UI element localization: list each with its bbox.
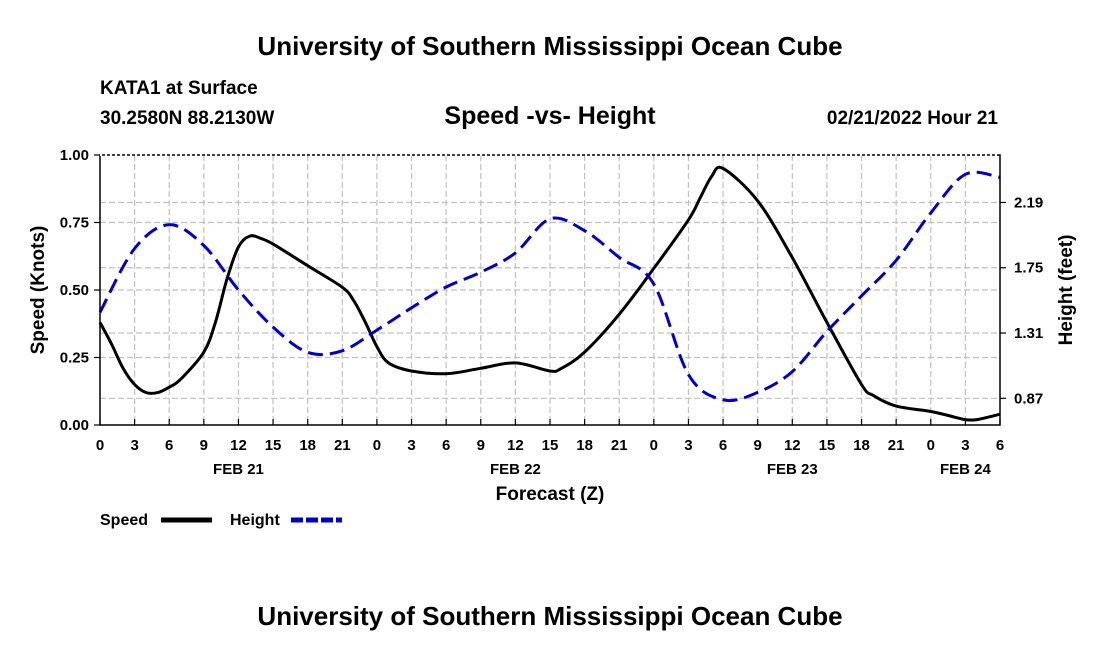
y-tick-label: 0.25 <box>60 350 89 367</box>
x-tick-label: 3 <box>130 437 138 454</box>
x-tick-label: 9 <box>477 437 485 454</box>
date-label: FEB 23 <box>767 461 818 478</box>
y-tick-label: 0.75 <box>60 215 89 232</box>
date-label: FEB 24 <box>940 461 992 478</box>
x-tick-label: 12 <box>784 437 801 454</box>
y-tick-label: 0.00 <box>60 417 89 434</box>
x-tick-label: 18 <box>299 437 316 454</box>
x-tick-label: 3 <box>684 437 692 454</box>
x-tick-label: 9 <box>754 437 762 454</box>
x-axis-label: Forecast (Z) <box>496 484 605 505</box>
x-tick-label: 0 <box>927 437 935 454</box>
x-tick-label: 18 <box>576 437 593 454</box>
page-title: University of Southern Mississippi Ocean… <box>257 31 842 61</box>
x-tick-label: 3 <box>961 437 969 454</box>
x-tick-label: 21 <box>334 437 351 454</box>
date-label: FEB 21 <box>213 461 264 478</box>
x-tick-label: 21 <box>611 437 628 454</box>
x-tick-label: 3 <box>407 437 415 454</box>
series-layer <box>98 165 1001 422</box>
datetime-label: 02/21/2022 Hour 21 <box>827 108 999 129</box>
y2-axis-label: Height (feet) <box>1056 235 1077 346</box>
y-axis-label: Speed (Knots) <box>28 226 49 355</box>
x-tick-label: 0 <box>96 437 104 454</box>
y2-tick-label: 2.19 <box>1014 194 1043 211</box>
legend-label-speed: Speed <box>100 512 148 529</box>
footer-title: University of Southern Mississippi Ocean… <box>257 601 842 631</box>
y-tick-label: 0.50 <box>60 282 89 299</box>
x-tick-label: 0 <box>373 437 381 454</box>
x-tick-label: 9 <box>200 437 208 454</box>
x-tick-label: 15 <box>542 437 559 454</box>
date-label: FEB 22 <box>490 461 541 478</box>
station-label: KATA1 at Surface <box>100 78 258 99</box>
x-tick-label: 15 <box>819 437 836 454</box>
x-tick-label: 0 <box>650 437 658 454</box>
x-tick-label: 6 <box>442 437 450 454</box>
x-tick-label: 21 <box>888 437 905 454</box>
speed-series-line <box>98 165 1001 422</box>
grid <box>100 155 1000 425</box>
y-tick-label: 1.00 <box>60 147 89 164</box>
y2-tick-label: 0.87 <box>1014 390 1043 407</box>
y2-tick-label: 1.75 <box>1014 260 1043 277</box>
x-tick-label: 6 <box>719 437 727 454</box>
legend: Speed Height <box>100 512 342 529</box>
axes: 0 3 6 9 12 15 18 21 0 3 6 9 12 15 18 21 0 3 6 9 12 15 18 21 0 3 6 0… <box>60 147 1043 478</box>
x-tick-label: 6 <box>996 437 1004 454</box>
chart-title: Speed -vs- Height <box>444 102 656 130</box>
y2-tick-label: 1.31 <box>1014 325 1043 342</box>
x-tick-label: 6 <box>165 437 173 454</box>
height-series-line <box>98 170 1001 403</box>
x-tick-label: 12 <box>230 437 247 454</box>
x-tick-label: 18 <box>853 437 870 454</box>
legend-label-height: Height <box>230 512 280 529</box>
x-tick-label: 15 <box>265 437 282 454</box>
x-tick-label: 12 <box>507 437 524 454</box>
coordinates-label: 30.2580N 88.2130W <box>100 108 274 129</box>
